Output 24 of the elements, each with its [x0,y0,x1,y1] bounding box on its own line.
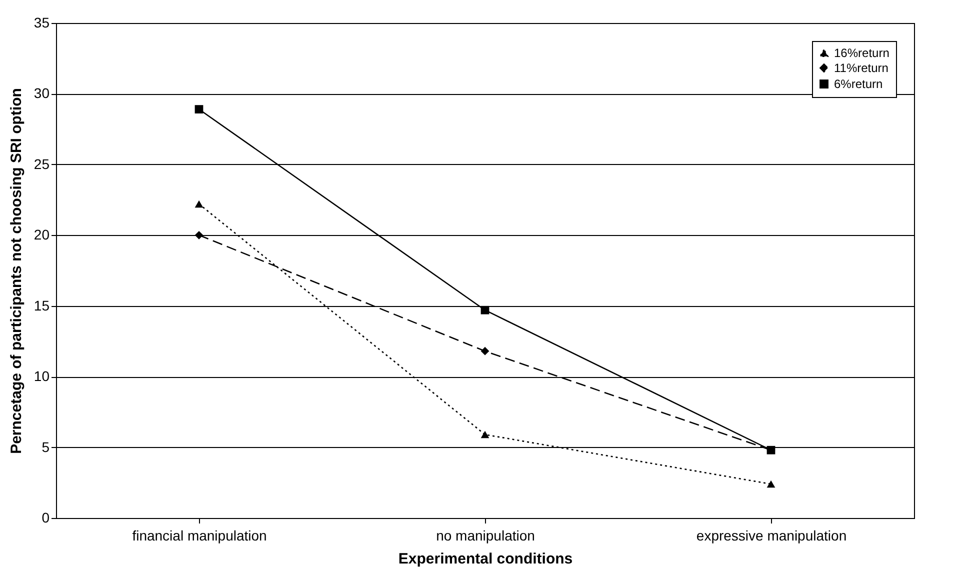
y-tick-label: 10 [34,368,50,384]
legend-label: 6%return [834,77,883,91]
y-tick-label: 20 [34,226,50,243]
point [766,480,776,488]
point [194,200,204,208]
point [194,230,204,240]
point [766,446,776,454]
point [480,306,490,314]
point [480,346,490,356]
x-tick-label: financial manipulation [132,528,267,544]
x-tick-label: no manipulation [436,528,535,544]
legend-label: 11%return [834,61,888,75]
y-tick-label: 30 [34,85,50,102]
x-tick-label: expressive manipulation [696,528,847,544]
y-axis-title: Perncetage of participants not choosing SRI option [8,88,25,454]
y-tick-label: 35 [34,14,50,30]
x-axis-title: Experimental conditions [398,550,573,568]
point [480,430,490,438]
y-tick-label: 0 [42,510,50,526]
point [194,105,204,114]
y-tick-label: 5 [42,438,50,455]
y-tick-label: 25 [34,156,50,172]
y-tick-label: 15 [34,297,50,314]
legend-label: 16%return [834,46,890,60]
